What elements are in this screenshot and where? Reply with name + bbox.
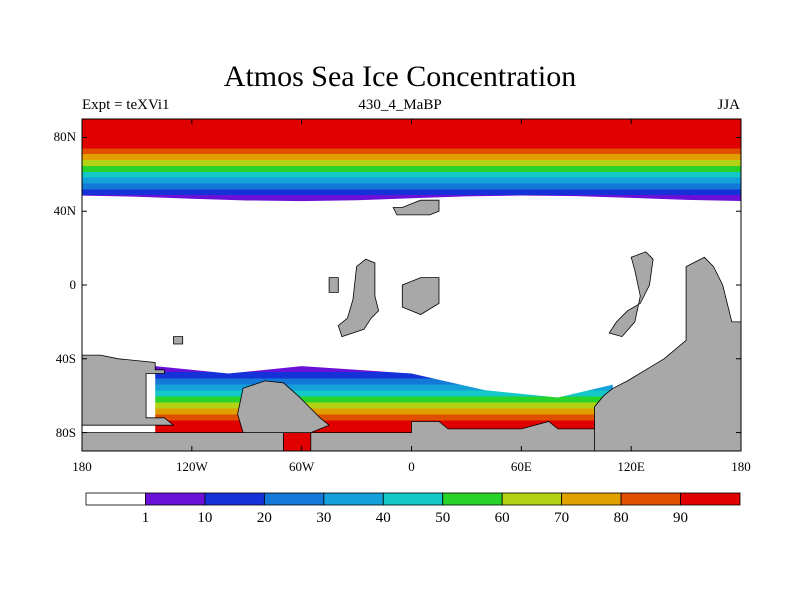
colorbar-swatch [561, 492, 622, 506]
land-polygon [594, 256, 741, 451]
colorbar [85, 492, 741, 506]
colorbar-swatch [204, 492, 265, 506]
lat-label: 40S [55, 350, 76, 366]
lon-label: 120W [175, 459, 208, 474]
colorbar-swatch [680, 492, 741, 506]
colorbar-swatch [263, 492, 325, 506]
colorbar-swatch [442, 492, 503, 506]
lat-label: 80S [55, 424, 76, 440]
lon-label: 60E [510, 459, 532, 474]
land-polygon [173, 336, 184, 345]
colorbar-label: 90 [673, 510, 689, 526]
axis-ticks [81, 119, 742, 451]
land-polygon [401, 277, 440, 315]
land-polygon [337, 258, 380, 338]
lon-label: 180 [731, 459, 751, 474]
lon-label: 60W [289, 459, 315, 474]
colorbar-swatch [382, 492, 444, 506]
northern-sea-ice [82, 119, 741, 202]
colorbar-label: 20 [256, 510, 272, 526]
colorbar-label: 80 [613, 510, 629, 526]
colorbar-swatch [323, 492, 384, 506]
colorbar-label: 1 [141, 510, 150, 526]
lon-label: 0 [408, 459, 415, 474]
land-masses [82, 199, 741, 451]
period-label: 430_4_MaBP [358, 97, 442, 113]
land-polygon [328, 277, 339, 293]
season-label: JJA [717, 97, 740, 113]
lat-label: 0 [69, 277, 77, 292]
colorbar-swatch [145, 492, 206, 506]
colorbar-swatch [620, 492, 681, 506]
colorbar-label: 40 [375, 510, 391, 526]
land-polygon [82, 354, 175, 451]
lon-label: 120E [617, 459, 645, 474]
land-polygon [237, 380, 330, 433]
experiment-label: Expt = teXVi1 [82, 97, 170, 113]
map-title: Atmos Sea Ice Concentration [223, 60, 577, 93]
land-polygon [82, 432, 284, 451]
lon-label: 180 [72, 459, 92, 474]
lat-label: 80N [53, 129, 76, 145]
colorbar-label: 70 [554, 510, 570, 526]
land-polygon [392, 199, 440, 216]
colorbar-swatch [501, 492, 563, 506]
colorbar-swatch [85, 492, 146, 506]
colorbar-label: 60 [494, 510, 510, 526]
land-polygon [608, 251, 654, 338]
colorbar-label: 30 [316, 510, 332, 526]
lat-label: 40N [53, 203, 76, 219]
colorbar-label: 50 [435, 510, 451, 526]
colorbar-label: 10 [197, 510, 213, 526]
